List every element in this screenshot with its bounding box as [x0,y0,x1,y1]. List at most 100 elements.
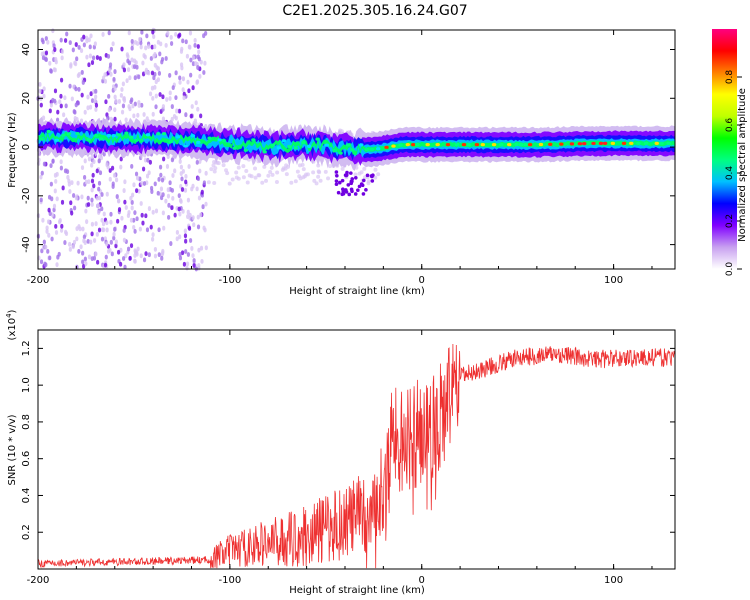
spectrogram-noise-cell [164,43,168,48]
spectrogram-noise-cell [76,100,80,106]
spectrogram-noise-cell [144,67,149,73]
spectrogram-noise-cell [202,33,206,39]
colorbar-tick-label: 0.2 [725,214,735,228]
spectrogram-noise-cell [150,85,155,91]
spectrogram-noise-cell [181,168,185,174]
spectrogram-noise-cell [147,70,151,76]
spectrogram-noise-cell [100,206,104,212]
spectrogram-noise-cell [63,95,67,101]
spectrogram-noise-cell [283,166,288,171]
spectrogram-noise-cell [95,168,99,174]
spectrogram-noise-cell [41,115,46,121]
spectrogram-peak-cell [364,147,370,152]
spectrogram-noise-cell [191,215,195,221]
spectrogram-x-tick-label: -100 [219,275,242,286]
spectrogram-noise-cell [122,62,126,68]
spectrogram-peak-cell [145,133,151,137]
spectrogram-noise-cell [108,168,112,173]
spectrogram-noise-cell [72,193,76,198]
spectrogram-noise-cell [168,180,172,186]
spectrogram-noise-cell [131,192,135,198]
spectrogram-noise-cell [177,108,182,114]
spectrogram-noise-cell [39,174,43,180]
spectrogram-noise-cell [113,86,117,92]
spectrogram-noise-cell [359,170,364,175]
spectrogram-noise-cell [137,74,141,80]
spectrogram-noise-cell [51,97,55,103]
spectrogram-peak-cell [466,143,472,147]
spectrogram-noise-cell [154,93,158,99]
spectrogram-peak-cell [629,141,634,146]
spectrogram-noise-cell [153,84,157,90]
spectrogram-noise-cell [104,99,108,105]
spectrogram-noise-cell [192,258,196,263]
spectrogram-peak-cell [134,138,139,143]
spectrogram-noise-cell [174,31,178,37]
spectrogram-noise-cell [136,175,140,181]
spectrogram-peak-cell [281,139,287,143]
spectrogram-noise-cell [175,236,179,242]
spectrogram-noise-cell [197,56,201,62]
spectrogram-noise-cell [116,249,121,255]
spectrogram-noise-cell [153,247,158,252]
spectrogram-noise-cell [212,181,217,186]
spectrogram-noise-cell [200,189,204,195]
spectrogram-noise-cell [124,205,128,210]
spectrogram-noise-cell [110,251,114,257]
spectrogram-noise-cell [68,246,72,252]
spectrogram-noise-cell [53,188,57,194]
spectrogram-noise-cell [362,166,367,171]
snr-series-line [37,343,676,569]
spectrogram-noise-cell [196,106,200,112]
spectrogram-peak-cell [398,143,403,147]
spectrogram-noise-cell [113,94,117,100]
spectrogram-noise-cell [141,60,145,66]
spectrogram-peak-cell [276,146,282,150]
spectrogram-noise-cell [107,93,111,99]
spectrogram-peak-cell [39,137,45,141]
spectrogram-noise-cell [104,254,108,260]
spectrogram-noise-cell [199,212,203,218]
spectrogram-noise-cell [53,47,57,52]
spectrogram-peak-cell [168,140,174,144]
spectrogram-noise-cell [108,176,112,182]
spectrogram-trail-cell [350,189,354,194]
spectrogram-noise-cell [130,45,134,51]
spectrogram-noise-cell [170,157,175,163]
spectrogram-noise-cell [88,53,93,59]
spectrogram-noise-cell [166,193,171,199]
spectrogram-noise-cell [147,44,151,49]
spectrogram-noise-cell [89,91,93,97]
spectrogram-noise-cell [185,261,190,267]
spectrogram-noise-cell [76,73,80,79]
spectrogram-noise-cell [353,172,358,177]
spectrogram-noise-cell [58,99,62,105]
spectrogram-noise-cell [90,202,94,207]
spectrogram-noise-cell [192,263,196,268]
spectrogram-noise-cell [171,85,175,91]
snr-y-tick-label: 1.2 [21,340,32,356]
spectrogram-noise-cell [102,211,106,217]
snr-x-tick-label: -200 [27,575,50,586]
spectrogram-noise-cell [192,222,196,228]
spectrogram-peak-cell [480,143,486,147]
spectrogram-trail-cell [335,173,339,178]
spectrogram-noise-cell [168,96,172,101]
spectrogram-trail-cell [340,178,345,183]
spectrogram-noise-cell [59,93,63,99]
spectrogram-noise-cell [140,102,144,108]
spectrogram-noise-cell [90,60,95,65]
spectrogram-noise-cell [85,219,89,225]
spectrogram-noise-cell [159,41,163,47]
spectrogram-noise-cell [42,51,46,56]
spectrogram-noise-cell [168,90,172,96]
spectrogram-noise-cell [190,246,194,251]
spectrogram-noise-cell [268,169,273,174]
spectrogram-noise-cell [94,102,99,108]
snr-x-tick-label: 0 [419,575,425,586]
spectrogram-noise-cell [71,47,75,53]
snr-y-tick-label: 0.6 [21,451,32,467]
spectrogram-peak-cell [175,135,181,139]
spectrogram-noise-cell [77,86,81,92]
